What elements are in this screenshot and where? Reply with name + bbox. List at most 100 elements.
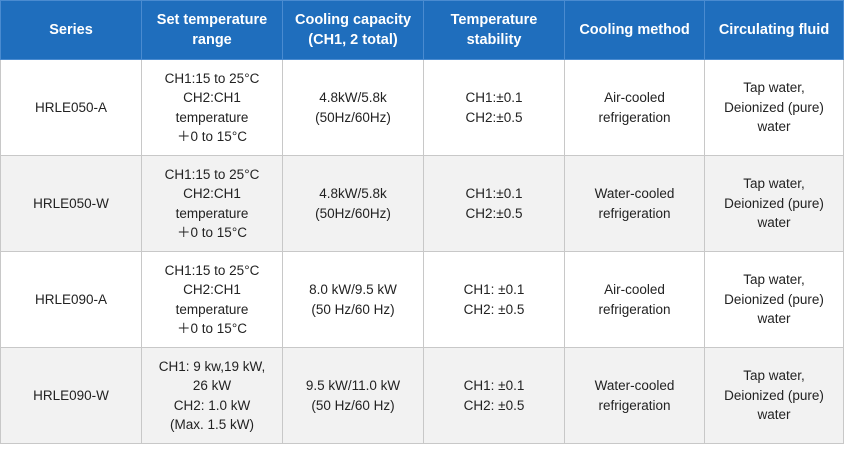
fluid-line: Tap water, [743,80,805,96]
method-line: refrigeration [598,397,671,413]
series-name: HRLE090-A [34,291,108,307]
method-line: Air-cooled [604,90,665,106]
series-cell: HRLE090-W [0,347,142,444]
capacity-line: (50 Hz/60 Hz) [311,301,395,317]
range-line: CH1:15 to 25°C [164,166,260,182]
fluid-line: Deionized (pure) [724,195,824,211]
fluid-line: water [757,311,791,327]
range-cell: CH1:15 to 25°C CH2:CH1 temperature ＋0 to… [141,59,283,156]
capacity-line: (50 Hz/60 Hz) [311,397,395,413]
method-cell: Air-cooled refrigeration [564,59,705,156]
header-method-line: Cooling method [579,22,690,38]
method-line: refrigeration [598,109,671,125]
fluid-cell: Tap water, Deionized (pure) water [704,59,844,156]
range-line: CH1:15 to 25°C [164,70,260,86]
capacity-cell: 8.0 kW/9.5 kW (50 Hz/60 Hz) [282,251,424,348]
stability-cell: CH1:±0.1 CH2:±0.5 [423,155,565,252]
capacity-line: 4.8kW/5.8k [319,186,387,202]
capacity-line: (50Hz/60Hz) [315,205,391,221]
capacity-line: (50Hz/60Hz) [315,109,391,125]
capacity-cell: 4.8kW/5.8k (50Hz/60Hz) [282,155,424,252]
stability-cell: CH1: ±0.1 CH2: ±0.5 [423,347,565,444]
stability-line: CH2:±0.5 [465,109,523,125]
series-cell: HRLE050-A [0,59,142,156]
series-cell: HRLE050-W [0,155,142,252]
range-line: (Max. 1.5 kW) [169,416,254,432]
fluid-line: Tap water, [743,272,805,288]
fluid-line: Deionized (pure) [724,99,824,115]
fluid-line: water [757,119,791,135]
fluid-line: water [757,215,791,231]
fluid-cell: Tap water, Deionized (pure) water [704,155,844,252]
stability-line: CH2: ±0.5 [463,397,525,413]
range-line: CH2: 1.0 kW [173,397,251,413]
fluid-cell: Tap water, Deionized (pure) water [704,347,844,444]
fluid-line: water [757,407,791,423]
capacity-cell: 4.8kW/5.8k (50Hz/60Hz) [282,59,424,156]
capacity-line: 4.8kW/5.8k [319,90,387,106]
fluid-line: Deionized (pure) [724,291,824,307]
header-capacity-line-2: (CH1, 2 total) [308,32,398,48]
stability-line: CH1: ±0.1 [463,378,525,394]
method-line: Water-cooled [594,186,675,202]
header-set-temperature-range: Set temperature range [141,0,283,60]
range-line: ＋0 to 15°C [177,224,247,240]
range-line: temperature [175,205,249,221]
range-line: CH2:CH1 [183,282,241,298]
method-cell: Water-cooled refrigeration [564,155,705,252]
fluid-line: Tap water, [743,176,805,192]
range-cell: CH1:15 to 25°C CH2:CH1 temperature ＋0 to… [141,155,283,252]
range-line: temperature [175,301,249,317]
header-temperature-stability: Temperature stability [423,0,565,60]
table-row: HRLE090-A CH1:15 to 25°C CH2:CH1 tempera… [0,251,844,348]
stability-line: CH1:±0.1 [465,186,523,202]
range-cell: CH1: 9 kw,19 kW, 26 kW CH2: 1.0 kW (Max.… [141,347,283,444]
stability-cell: CH1: ±0.1 CH2: ±0.5 [423,251,565,348]
fluid-line: Deionized (pure) [724,387,824,403]
stability-line: CH1: ±0.1 [463,282,525,298]
series-name: HRLE050-A [34,99,108,115]
header-stability-line-1: Temperature [450,12,538,28]
range-line: CH2:CH1 [183,90,241,106]
header-stability-line-2: stability [466,32,522,48]
capacity-line: 9.5 kW/11.0 kW [305,378,401,394]
header-cooling-capacity: Cooling capacity (CH1, 2 total) [282,0,424,60]
series-name: HRLE050-W [33,195,109,211]
series-name: HRLE090-W [33,387,109,403]
method-line: refrigeration [598,301,671,317]
capacity-line: 8.0 kW/9.5 kW [309,282,397,298]
stability-line: CH1:±0.1 [465,90,523,106]
header-capacity-line-1: Cooling capacity [294,12,412,28]
method-line: refrigeration [598,205,671,221]
fluid-line: Tap water, [743,368,805,384]
range-line: 26 kW [192,378,232,394]
header-range-line-2: range [192,32,232,48]
range-line: CH1:15 to 25°C [164,262,260,278]
header-fluid-line: Circulating fluid [718,22,830,38]
method-line: Water-cooled [594,378,675,394]
header-series: Series [0,0,142,60]
table-row: HRLE090-W CH1: 9 kw,19 kW, 26 kW CH2: 1.… [0,347,844,444]
fluid-cell: Tap water, Deionized (pure) water [704,251,844,348]
table-row: HRLE050-W CH1:15 to 25°C CH2:CH1 tempera… [0,155,844,252]
range-line: ＋0 to 15°C [177,320,247,336]
spec-table: Series Set temperature range Cooling cap… [0,0,844,444]
header-cooling-method: Cooling method [564,0,705,60]
capacity-cell: 9.5 kW/11.0 kW (50 Hz/60 Hz) [282,347,424,444]
header-row: Series Set temperature range Cooling cap… [0,0,844,60]
series-cell: HRLE090-A [0,251,142,348]
range-line: CH2:CH1 [183,186,241,202]
range-line: CH1: 9 kw,19 kW, [158,358,266,374]
range-line: ＋0 to 15°C [177,128,247,144]
header-circulating-fluid: Circulating fluid [704,0,844,60]
header-series-line: Series [49,22,93,38]
range-cell: CH1:15 to 25°C CH2:CH1 temperature ＋0 to… [141,251,283,348]
method-line: Air-cooled [604,282,665,298]
method-cell: Air-cooled refrigeration [564,251,705,348]
table-row: HRLE050-A CH1:15 to 25°C CH2:CH1 tempera… [0,59,844,156]
range-line: temperature [175,109,249,125]
header-range-line-1: Set temperature [156,12,268,28]
stability-cell: CH1:±0.1 CH2:±0.5 [423,59,565,156]
method-cell: Water-cooled refrigeration [564,347,705,444]
stability-line: CH2: ±0.5 [463,301,525,317]
